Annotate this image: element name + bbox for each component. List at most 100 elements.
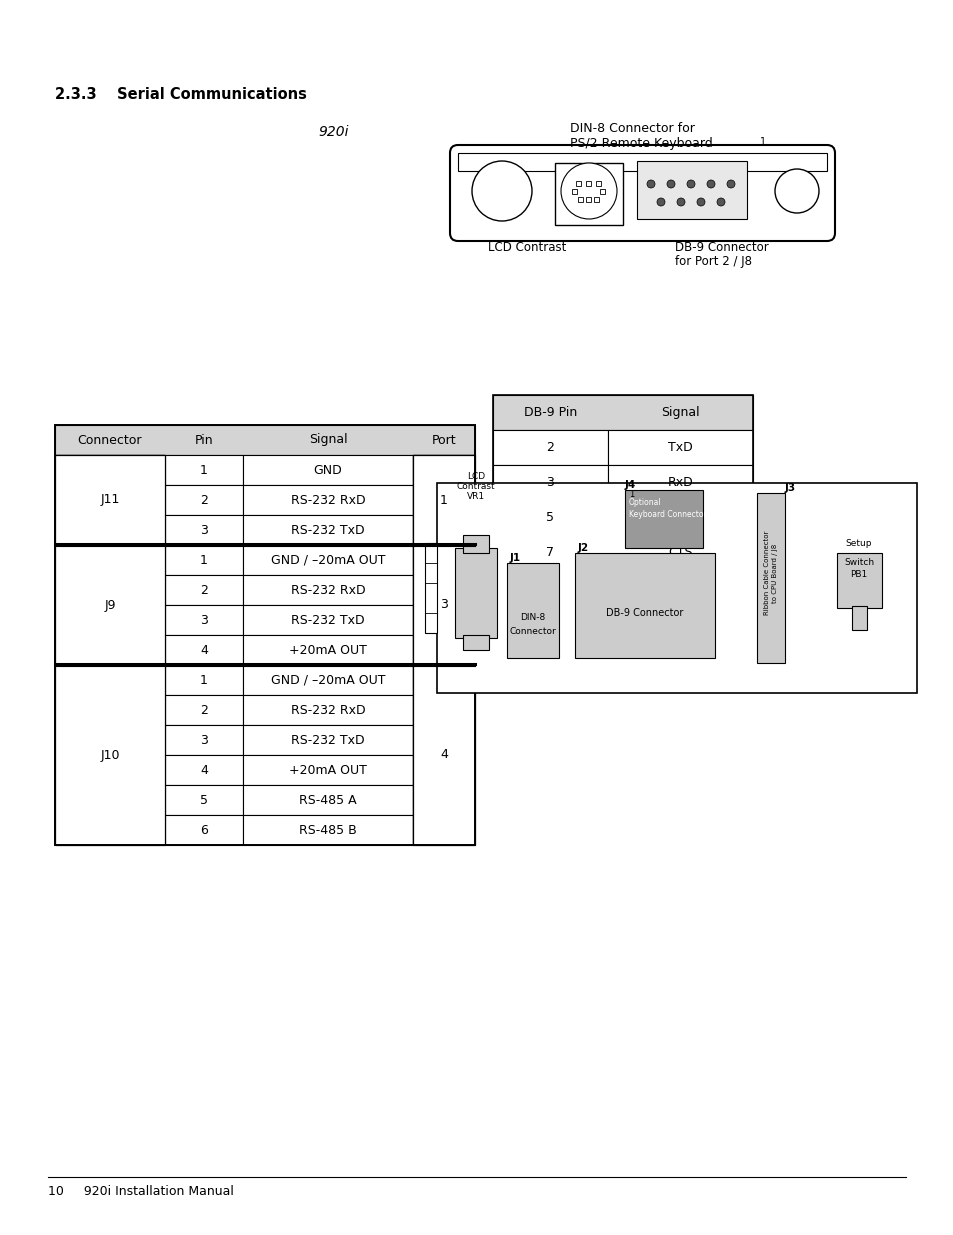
Bar (165, 695, 243, 725)
Bar (165, 815, 243, 845)
Bar (243, 605, 413, 635)
Bar (243, 545, 413, 576)
Circle shape (677, 198, 684, 206)
Bar (165, 755, 243, 785)
Bar (413, 454, 475, 485)
Circle shape (560, 163, 617, 219)
Bar (243, 485, 413, 515)
Bar (493, 395, 752, 605)
Bar (578, 198, 582, 203)
Bar (243, 576, 413, 605)
Bar (165, 515, 243, 545)
Text: J10: J10 (100, 748, 120, 762)
Text: VR1: VR1 (466, 492, 484, 501)
Text: 1: 1 (200, 553, 208, 567)
Text: DIN-8 Connector for: DIN-8 Connector for (569, 122, 694, 135)
Bar (457, 153, 826, 170)
Bar (413, 515, 475, 545)
Bar (243, 785, 413, 815)
Text: 2: 2 (200, 583, 208, 597)
Circle shape (726, 180, 734, 188)
Text: Ribbon Cable Connector
to CPU Board / J8: Ribbon Cable Connector to CPU Board / J8 (763, 531, 778, 615)
Text: RS-232 RxD: RS-232 RxD (291, 704, 365, 716)
Bar (165, 576, 243, 605)
Text: J9: J9 (104, 599, 115, 611)
Bar (165, 635, 243, 664)
Bar (462, 635, 489, 650)
Bar (165, 785, 243, 815)
Bar (413, 695, 475, 725)
Bar (55, 785, 165, 815)
Text: LCD: LCD (466, 472, 484, 480)
Text: DB-9 Connector: DB-9 Connector (606, 608, 683, 618)
Bar (55, 755, 165, 785)
Bar (413, 815, 475, 845)
Bar (165, 605, 243, 635)
Text: GND / –20mA OUT: GND / –20mA OUT (271, 553, 385, 567)
Bar (55, 664, 165, 695)
Text: RS-232 TxD: RS-232 TxD (291, 524, 364, 536)
Circle shape (706, 180, 714, 188)
Bar (413, 545, 475, 576)
Bar (506, 563, 558, 658)
Bar (607, 430, 752, 466)
Text: for Port 2 / J8: for Port 2 / J8 (675, 254, 751, 268)
Bar (462, 535, 489, 553)
Text: 2: 2 (546, 441, 554, 454)
Circle shape (774, 169, 818, 212)
Text: DB-9 Connector: DB-9 Connector (675, 241, 768, 254)
Text: Connector: Connector (509, 627, 556, 636)
Text: PS/2 Remote Keyboard: PS/2 Remote Keyboard (569, 137, 712, 149)
Text: RET: RET (666, 552, 675, 567)
Text: Signal: Signal (660, 406, 700, 419)
Text: J4: J4 (624, 480, 636, 490)
Text: LCD Contrast: LCD Contrast (488, 241, 566, 254)
Circle shape (472, 161, 532, 221)
Text: 6: 6 (200, 824, 208, 836)
Text: 3: 3 (439, 599, 448, 611)
Bar (165, 664, 243, 695)
Text: GND: GND (314, 463, 342, 477)
Bar (436, 483, 916, 693)
Bar (243, 755, 413, 785)
Bar (493, 571, 607, 605)
Circle shape (697, 198, 704, 206)
Text: 3: 3 (200, 614, 208, 626)
Bar (165, 725, 243, 755)
Bar (575, 553, 714, 658)
Text: Contrast: Contrast (456, 482, 495, 492)
Bar (55, 605, 165, 635)
Text: 920i: 920i (317, 125, 348, 140)
Text: DAT: DAT (684, 552, 693, 567)
Bar (413, 545, 475, 664)
Bar (424, 543, 436, 634)
Text: DIN-8: DIN-8 (519, 614, 545, 622)
Bar (455, 548, 497, 638)
Bar (624, 490, 702, 548)
Bar (757, 493, 784, 663)
Bar (493, 500, 607, 535)
Text: 5: 5 (200, 794, 208, 806)
Text: 1: 1 (200, 673, 208, 687)
Bar (55, 664, 165, 845)
Bar (607, 571, 752, 605)
Bar (413, 485, 475, 515)
Bar (413, 635, 475, 664)
Text: 3: 3 (200, 524, 208, 536)
Bar (55, 425, 475, 454)
Bar (243, 454, 413, 485)
Bar (607, 535, 752, 571)
Text: J2: J2 (578, 543, 589, 553)
Text: RS-232 RxD: RS-232 RxD (291, 494, 365, 506)
Text: RS-485 A: RS-485 A (299, 794, 356, 806)
Bar (493, 395, 752, 430)
Bar (413, 664, 475, 695)
Bar (413, 664, 475, 845)
Text: 7: 7 (546, 546, 554, 559)
Text: 2: 2 (200, 704, 208, 716)
Text: 4: 4 (200, 763, 208, 777)
Text: GND / –20mA OUT: GND / –20mA OUT (271, 673, 385, 687)
Text: +20mA OUT: +20mA OUT (289, 763, 367, 777)
Text: RS-232 TxD: RS-232 TxD (291, 734, 364, 746)
Bar (607, 500, 752, 535)
